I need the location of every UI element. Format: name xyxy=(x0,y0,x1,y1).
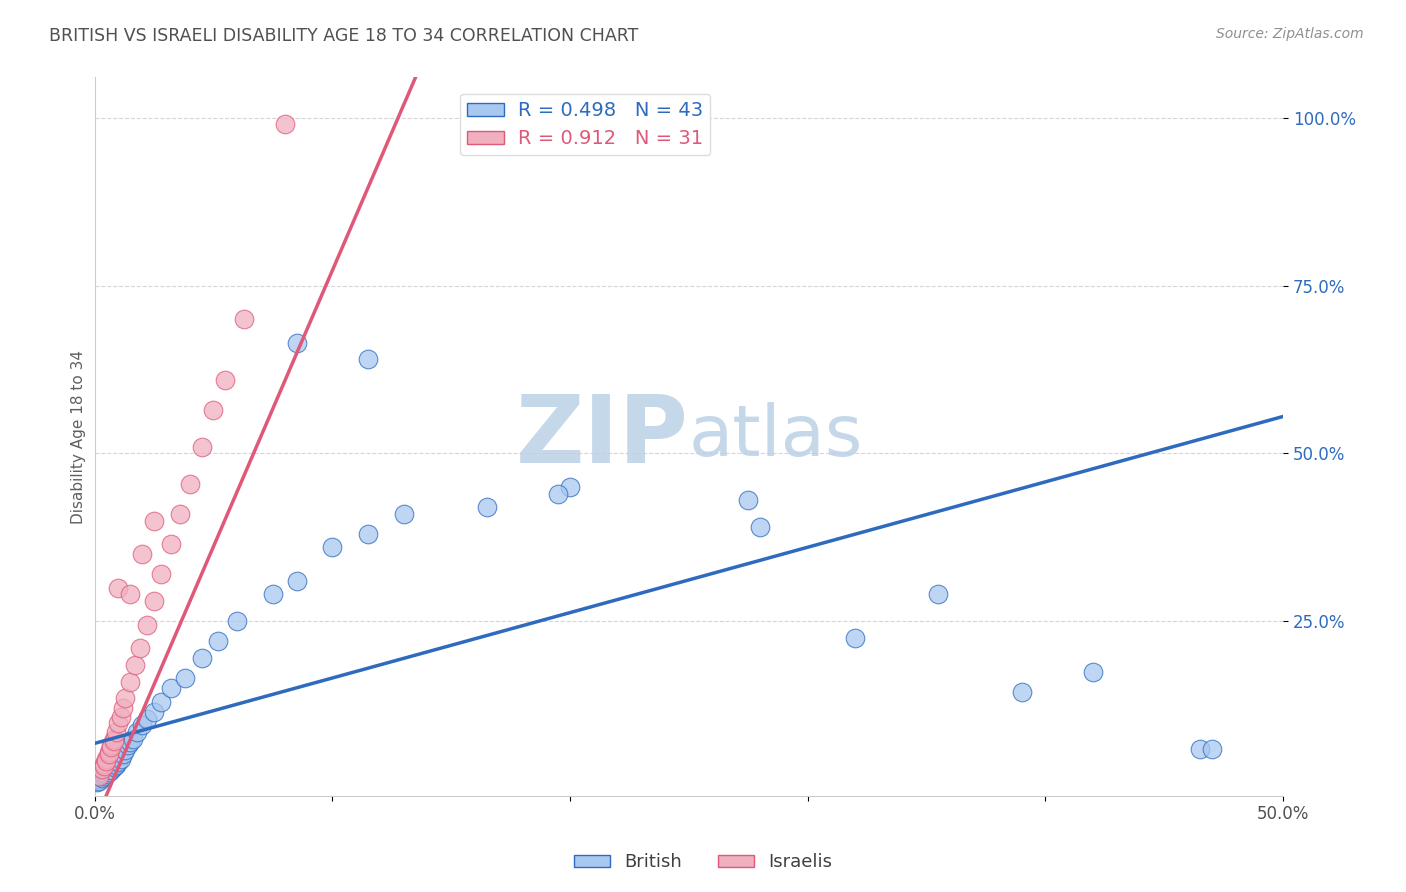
Point xyxy=(357,352,380,367)
Point xyxy=(143,594,166,608)
Legend: R = 0.498   N = 43, R = 0.912   N = 31: R = 0.498 N = 43, R = 0.912 N = 31 xyxy=(460,94,710,155)
Point xyxy=(1081,665,1104,679)
Point xyxy=(107,716,129,731)
Point xyxy=(107,754,129,768)
Point xyxy=(749,520,772,534)
Point xyxy=(131,718,153,732)
Point xyxy=(93,758,115,772)
Point xyxy=(1188,741,1211,756)
Point xyxy=(226,614,249,628)
Point xyxy=(120,735,142,749)
Point xyxy=(117,739,139,753)
Y-axis label: Disability Age 18 to 34: Disability Age 18 to 34 xyxy=(72,350,86,524)
Point xyxy=(392,507,415,521)
Point xyxy=(112,701,135,715)
Point xyxy=(107,755,129,769)
Point xyxy=(100,740,122,755)
Point xyxy=(100,764,122,778)
Point xyxy=(357,527,380,541)
Point xyxy=(927,587,949,601)
Point xyxy=(93,767,115,781)
Point xyxy=(107,581,129,595)
Point xyxy=(737,493,759,508)
Point xyxy=(1011,684,1033,698)
Point xyxy=(285,335,308,350)
Text: atlas: atlas xyxy=(689,402,863,471)
Point xyxy=(89,774,111,789)
Point xyxy=(103,760,125,774)
Point xyxy=(89,772,111,786)
Point xyxy=(159,537,181,551)
Point xyxy=(321,541,343,555)
Point xyxy=(90,770,112,784)
Point xyxy=(1201,741,1223,756)
Point xyxy=(135,617,157,632)
Point xyxy=(128,641,150,656)
Point xyxy=(96,766,118,780)
Point xyxy=(100,739,122,753)
Point xyxy=(285,574,308,588)
Point xyxy=(150,695,173,709)
Point xyxy=(114,743,136,757)
Point xyxy=(112,747,135,761)
Point xyxy=(121,731,143,746)
Point xyxy=(114,691,136,706)
Point xyxy=(135,712,157,726)
Point xyxy=(179,476,201,491)
Point xyxy=(93,769,115,783)
Point xyxy=(233,312,256,326)
Point xyxy=(120,587,142,601)
Text: BRITISH VS ISRAELI DISABILITY AGE 18 TO 34 CORRELATION CHART: BRITISH VS ISRAELI DISABILITY AGE 18 TO … xyxy=(49,27,638,45)
Point xyxy=(97,745,120,759)
Point xyxy=(89,769,111,783)
Point xyxy=(262,587,284,601)
Point xyxy=(190,440,212,454)
Point xyxy=(131,547,153,561)
Point xyxy=(103,731,125,746)
Point xyxy=(159,681,181,696)
Point xyxy=(190,651,212,665)
Point xyxy=(96,754,118,768)
Point xyxy=(100,762,122,776)
Point xyxy=(844,631,866,645)
Point xyxy=(93,756,115,771)
Point xyxy=(104,756,127,771)
Point xyxy=(96,765,118,780)
Text: Source: ZipAtlas.com: Source: ZipAtlas.com xyxy=(1216,27,1364,41)
Point xyxy=(558,480,581,494)
Point xyxy=(103,758,125,772)
Point xyxy=(150,567,173,582)
Point xyxy=(97,764,120,779)
Point xyxy=(104,725,127,739)
Point xyxy=(207,634,229,648)
Point xyxy=(96,752,118,766)
Point xyxy=(214,372,236,386)
Point xyxy=(174,671,197,685)
Point xyxy=(547,486,569,500)
Point xyxy=(97,747,120,761)
Point xyxy=(143,705,166,719)
Legend: British, Israelis: British, Israelis xyxy=(567,847,839,879)
Point xyxy=(90,762,112,776)
Point xyxy=(143,514,166,528)
Point xyxy=(120,674,142,689)
Point xyxy=(90,772,112,786)
Point xyxy=(86,775,108,789)
Text: ZIP: ZIP xyxy=(516,391,689,483)
Point xyxy=(104,757,127,772)
Point xyxy=(274,117,297,131)
Point xyxy=(110,752,132,766)
Point xyxy=(202,402,225,417)
Point xyxy=(127,725,149,739)
Point xyxy=(103,733,125,747)
Point xyxy=(97,764,120,778)
Point xyxy=(124,657,146,672)
Point xyxy=(110,709,132,723)
Point xyxy=(169,507,191,521)
Point xyxy=(475,500,498,514)
